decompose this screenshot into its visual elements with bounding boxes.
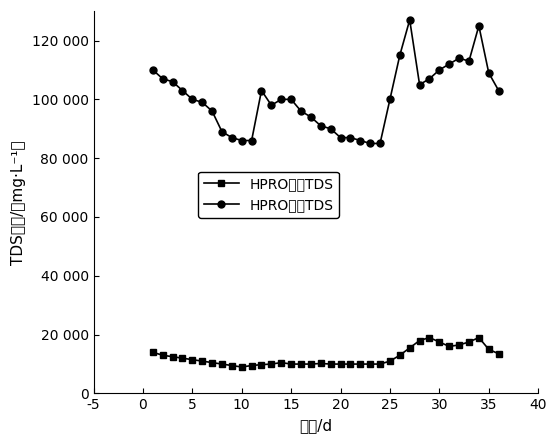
HPRO进水TDS bbox=[485, 347, 492, 352]
HPRO浓水TDS bbox=[219, 129, 225, 135]
HPRO浓水TDS bbox=[397, 52, 403, 58]
HPRO进水TDS bbox=[436, 339, 442, 345]
HPRO进水TDS bbox=[268, 361, 275, 367]
HPRO进水TDS bbox=[258, 362, 265, 367]
HPRO进水TDS bbox=[297, 361, 304, 367]
HPRO浓水TDS bbox=[377, 141, 383, 146]
HPRO进水TDS bbox=[160, 353, 166, 358]
HPRO浓水TDS bbox=[229, 135, 235, 140]
HPRO浓水TDS bbox=[307, 115, 314, 120]
Line: HPRO浓水TDS: HPRO浓水TDS bbox=[150, 16, 502, 147]
HPRO浓水TDS bbox=[278, 97, 285, 102]
HPRO进水TDS bbox=[446, 344, 453, 349]
HPRO浓水TDS bbox=[169, 79, 176, 84]
HPRO进水TDS bbox=[337, 361, 344, 367]
HPRO浓水TDS bbox=[328, 126, 334, 131]
HPRO浓水TDS bbox=[387, 97, 393, 102]
HPRO进水TDS bbox=[150, 349, 156, 355]
HPRO进水TDS bbox=[169, 354, 176, 359]
HPRO进水TDS bbox=[318, 361, 324, 366]
HPRO浓水TDS bbox=[318, 123, 324, 128]
HPRO浓水TDS bbox=[406, 17, 413, 23]
HPRO浓水TDS bbox=[496, 88, 502, 93]
HPRO进水TDS bbox=[307, 361, 314, 367]
HPRO浓水TDS bbox=[160, 76, 166, 81]
HPRO浓水TDS bbox=[209, 108, 215, 114]
HPRO浓水TDS bbox=[150, 67, 156, 73]
HPRO浓水TDS bbox=[367, 141, 373, 146]
HPRO进水TDS bbox=[456, 342, 463, 348]
HPRO浓水TDS bbox=[465, 59, 472, 64]
HPRO进水TDS bbox=[199, 358, 205, 364]
HPRO进水TDS bbox=[367, 361, 373, 367]
X-axis label: 时间/d: 时间/d bbox=[299, 418, 333, 433]
HPRO进水TDS bbox=[278, 360, 285, 365]
HPRO浓水TDS bbox=[189, 97, 196, 102]
HPRO进水TDS bbox=[426, 335, 433, 340]
HPRO浓水TDS bbox=[297, 108, 304, 114]
HPRO进水TDS bbox=[397, 353, 403, 358]
HPRO进水TDS bbox=[238, 365, 245, 370]
HPRO浓水TDS bbox=[268, 103, 275, 108]
HPRO浓水TDS bbox=[436, 67, 442, 73]
HPRO浓水TDS bbox=[456, 56, 463, 61]
HPRO进水TDS bbox=[288, 361, 295, 367]
Y-axis label: TDS浓度/（mg·L⁻¹）: TDS浓度/（mg·L⁻¹） bbox=[11, 140, 26, 265]
HPRO浓水TDS bbox=[357, 138, 364, 143]
HPRO浓水TDS bbox=[288, 97, 295, 102]
HPRO进水TDS bbox=[347, 361, 354, 367]
HPRO进水TDS bbox=[179, 356, 186, 361]
HPRO进水TDS bbox=[387, 358, 393, 364]
HPRO浓水TDS bbox=[248, 138, 255, 143]
HPRO浓水TDS bbox=[446, 61, 453, 67]
HPRO进水TDS bbox=[377, 361, 383, 367]
HPRO浓水TDS bbox=[199, 99, 205, 105]
HPRO进水TDS bbox=[406, 345, 413, 351]
Line: HPRO进水TDS: HPRO进水TDS bbox=[150, 334, 502, 370]
HPRO进水TDS bbox=[475, 335, 482, 340]
HPRO进水TDS bbox=[219, 361, 225, 367]
HPRO浓水TDS bbox=[179, 88, 186, 93]
HPRO进水TDS bbox=[328, 361, 334, 367]
HPRO浓水TDS bbox=[347, 135, 354, 140]
HPRO进水TDS bbox=[496, 351, 502, 357]
HPRO进水TDS bbox=[189, 357, 196, 362]
HPRO浓水TDS bbox=[416, 82, 423, 87]
HPRO进水TDS bbox=[357, 361, 364, 367]
HPRO浓水TDS bbox=[475, 23, 482, 28]
HPRO浓水TDS bbox=[426, 76, 433, 81]
HPRO浓水TDS bbox=[337, 135, 344, 140]
HPRO浓水TDS bbox=[485, 70, 492, 75]
HPRO浓水TDS bbox=[238, 138, 245, 143]
HPRO进水TDS bbox=[248, 363, 255, 368]
Legend: HPRO进水TDS, HPRO浓水TDS: HPRO进水TDS, HPRO浓水TDS bbox=[198, 172, 339, 218]
HPRO进水TDS bbox=[209, 360, 215, 365]
HPRO进水TDS bbox=[465, 339, 472, 345]
HPRO进水TDS bbox=[416, 338, 423, 343]
HPRO进水TDS bbox=[229, 363, 235, 368]
HPRO浓水TDS bbox=[258, 88, 265, 93]
